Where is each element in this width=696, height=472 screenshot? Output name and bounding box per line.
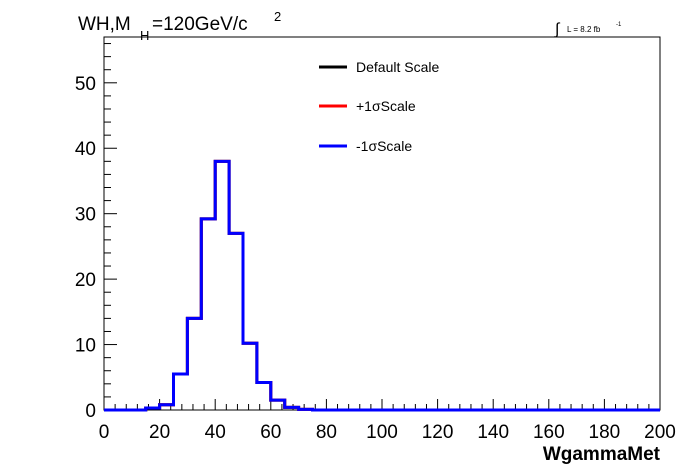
x-tick-label: 0 [99, 422, 110, 443]
x-tick-label: 100 [366, 422, 398, 443]
series-group [104, 159, 660, 412]
x-tick-label: 80 [316, 422, 337, 443]
title-subscript: H [140, 28, 149, 43]
y-tick-label: 40 [75, 139, 96, 160]
legend: Default Scale +1σScale -1σScale [319, 59, 439, 154]
x-tick-label: 60 [260, 422, 281, 443]
title-process: WH,M [78, 14, 131, 35]
x-tick-label: 180 [589, 422, 621, 443]
title-mass: =120GeV/c [152, 14, 248, 35]
x-tick-label: 160 [533, 422, 565, 443]
x-tick-label: 140 [477, 422, 509, 443]
title-power: 2 [274, 9, 281, 24]
legend-label-default-scale: Default Scale [356, 59, 439, 75]
y-tick-label: 50 [75, 74, 96, 95]
x-tick-labels: 0 20 40 60 80 100 120 140 160 180 200 [99, 422, 676, 443]
lumi-power: -1 [616, 22, 622, 28]
legend-label-plus-sigma-scale: +1σScale [356, 98, 416, 114]
x-axis-label: WgammaMet [543, 444, 661, 465]
x-tick-label: 200 [644, 422, 676, 443]
y-tick-label: 10 [75, 336, 96, 357]
x-tick-label: 120 [422, 422, 454, 443]
y-tick-label: 20 [75, 270, 96, 291]
x-tick-label: 20 [149, 422, 170, 443]
y-tick-label: 0 [85, 401, 96, 422]
series-line-2--1-scale [104, 159, 660, 412]
x-tick-label: 40 [205, 422, 226, 443]
y-tick-labels: 0 10 20 30 40 50 [75, 74, 96, 422]
lumi-integral: ∫ [554, 21, 561, 38]
legend-label-minus-sigma-scale: -1σScale [356, 138, 412, 154]
axis-ticks [103, 43, 661, 411]
lumi-text: L = 8.2 fb [567, 25, 601, 34]
y-tick-label: 30 [75, 205, 96, 226]
